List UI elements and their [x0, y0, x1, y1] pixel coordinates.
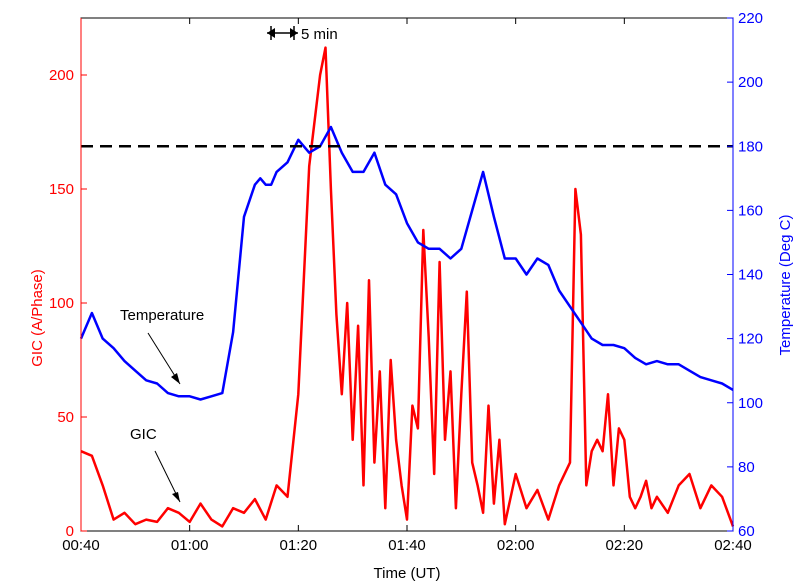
- gic-annotation-label: GIC: [130, 426, 157, 443]
- y-right-tick-label: 200: [738, 74, 763, 91]
- y-right-tick-label: 100: [738, 395, 763, 412]
- y-left-tick-label: 50: [57, 409, 74, 426]
- y-right-tick-label: 140: [738, 267, 763, 284]
- x-tick-label: 02:20: [606, 537, 644, 554]
- temperature-annotation: Temperature: [120, 307, 204, 385]
- gic-annotation: GIC: [130, 426, 181, 503]
- plot-area: [81, 18, 733, 531]
- temperature-annotation-label: Temperature: [120, 307, 204, 324]
- x-axis-label: Time (UT): [374, 565, 441, 582]
- y-right-tick-label: 180: [738, 138, 763, 155]
- y-axis-right-label: Temperature (Deg C): [777, 215, 793, 356]
- duration-label: 5 min: [301, 26, 338, 43]
- y-right-tick-label: 80: [738, 459, 755, 476]
- y-axis-left-label: GIC (A/Phase): [29, 269, 46, 367]
- y-right-tick-label: 60: [738, 523, 755, 540]
- temperature-annotation-arrowhead: [171, 373, 180, 384]
- x-tick-label: 02:00: [497, 537, 535, 554]
- y-left-tick-label: 200: [49, 67, 74, 84]
- y-left-tick-label: 100: [49, 295, 74, 312]
- y-left-tick-label: 150: [49, 181, 74, 198]
- y-right-tick-label: 160: [738, 202, 763, 219]
- x-tick-label: 00:40: [62, 537, 100, 554]
- x-tick-label: 01:40: [388, 537, 426, 554]
- series-line-temperature: [79, 125, 734, 401]
- y-right-tick-label: 220: [738, 10, 763, 27]
- series-line-gic: [80, 46, 735, 528]
- x-tick-label: 01:20: [280, 537, 318, 554]
- y-right-tick-label: 120: [738, 331, 763, 348]
- x-tick-label: 01:00: [171, 537, 209, 554]
- x-tick-label: 02:40: [714, 537, 752, 554]
- y-left-tick-label: 0: [66, 523, 74, 540]
- duration-annotation: 5 min: [267, 26, 338, 43]
- gic-annotation-arrowhead: [172, 492, 180, 502]
